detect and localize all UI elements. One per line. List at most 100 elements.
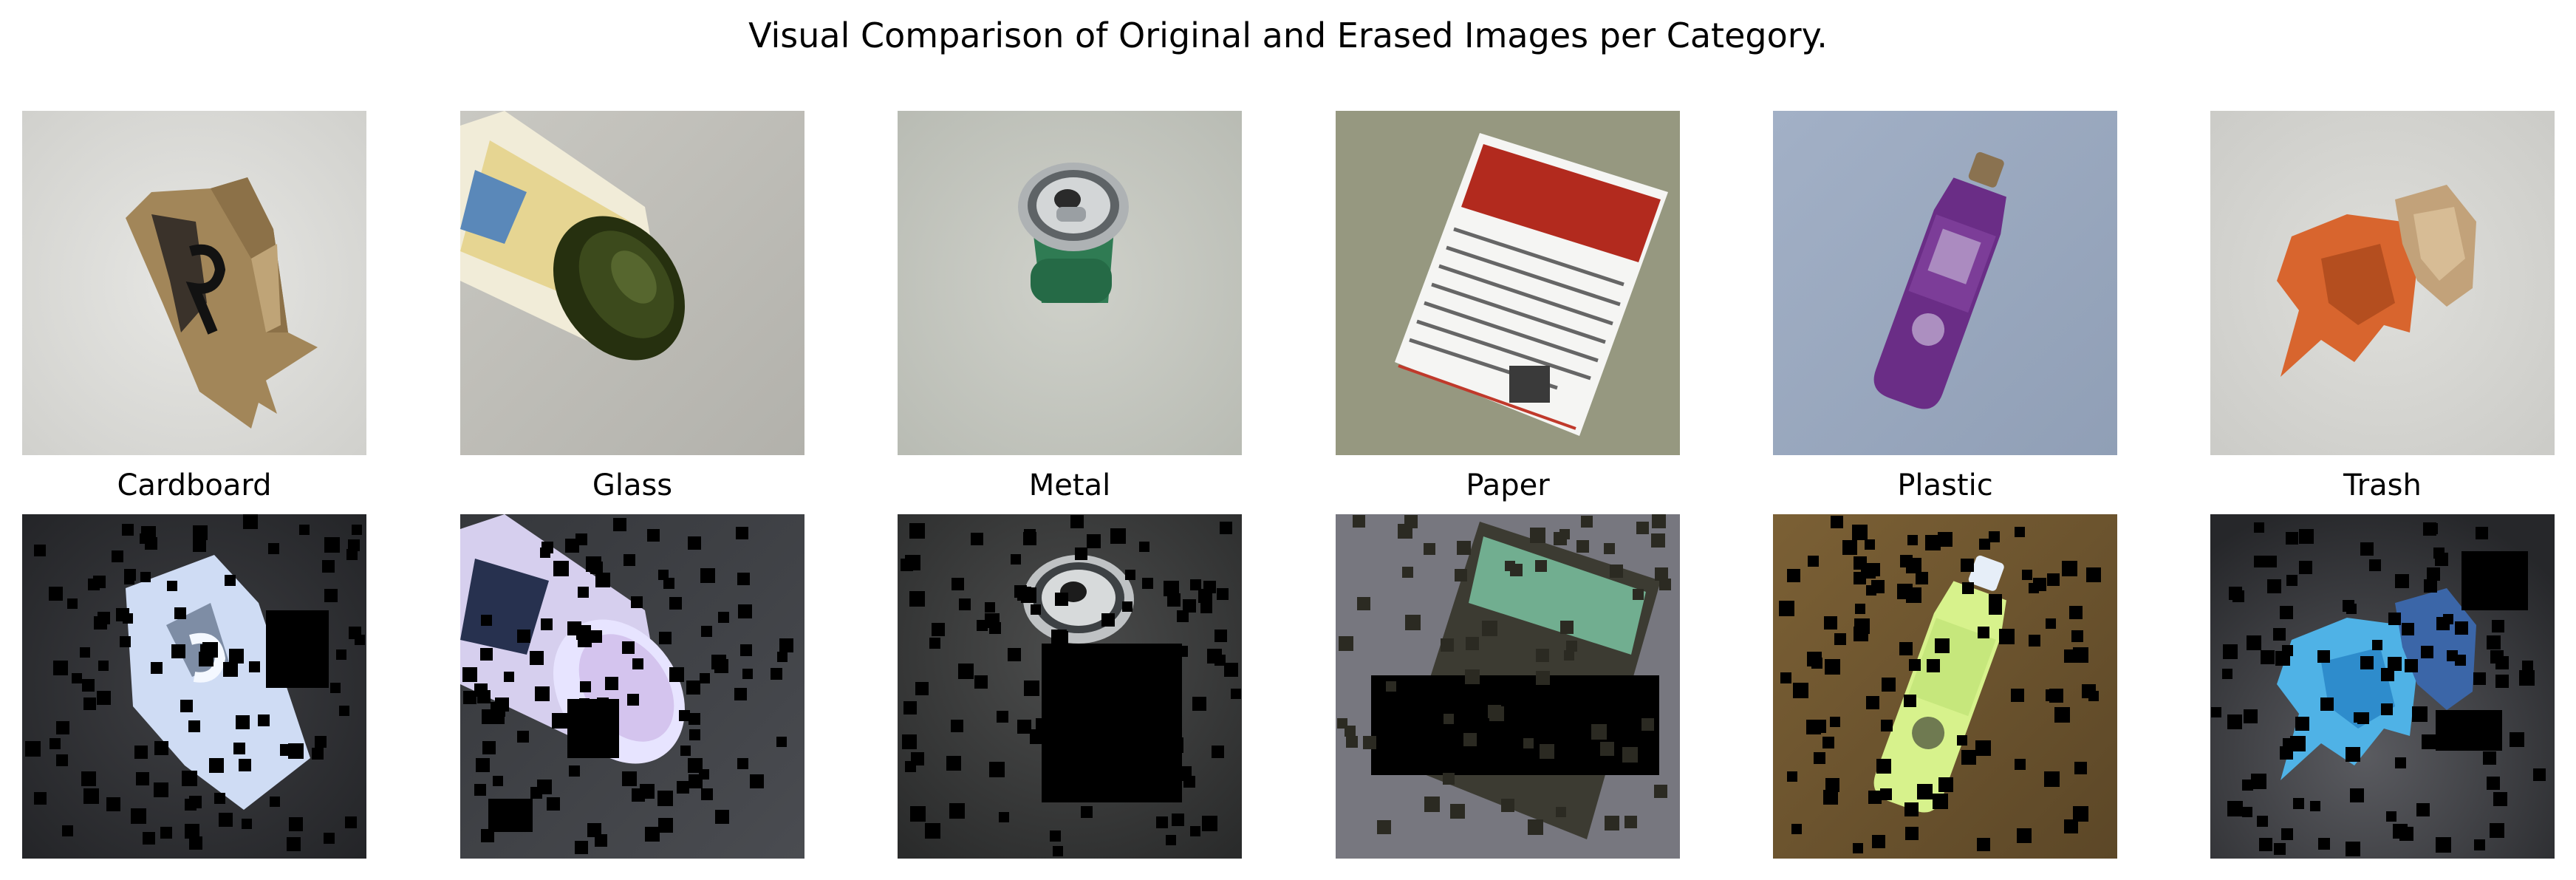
erased-patch (669, 667, 684, 682)
erased-patch (1989, 531, 2000, 542)
erased-patch (578, 587, 589, 598)
erased-patch (1053, 846, 1063, 856)
erased-patch (1651, 533, 1665, 548)
erased-patch (2490, 650, 2504, 664)
erased-patch (627, 694, 639, 706)
erased-patch (1075, 548, 1087, 560)
erased-patch (2033, 578, 2046, 591)
erased-patch (622, 641, 635, 654)
erased-patch (160, 827, 172, 839)
erased-patch (1962, 582, 1974, 594)
erased-patch (151, 662, 163, 674)
erased-patch (1214, 630, 1227, 642)
erased-patch (1017, 720, 1031, 734)
erased-patch (1424, 543, 1435, 555)
erased-patch (586, 556, 601, 572)
erased-patch (2086, 567, 2101, 582)
erased-patch (1871, 580, 1885, 593)
original-image-trash (2210, 111, 2555, 455)
erased-patch (1917, 784, 1933, 799)
erased-patch (1556, 807, 1566, 817)
erased-patch (1510, 564, 1523, 576)
erased-patch (547, 797, 560, 811)
erased-patch (1808, 556, 1819, 567)
erased-patch (1424, 797, 1440, 812)
erased-patch (2073, 806, 2088, 822)
erased-patch (2317, 650, 2330, 663)
erased-patch (1455, 569, 1467, 581)
erased-patch (2507, 590, 2521, 604)
erased-patch (688, 536, 701, 550)
erased-patch (2393, 824, 2408, 839)
erased-patch (352, 525, 362, 535)
erased-patch (136, 772, 149, 785)
erased-patch (34, 545, 46, 556)
erased-patch (1386, 681, 1396, 692)
erased-patch (1087, 534, 1101, 548)
erased-patch (1050, 830, 1061, 842)
erased-patch (658, 818, 673, 833)
erased-patch (622, 771, 637, 786)
erased-patch (2386, 811, 2396, 822)
erased-patch (1466, 637, 1479, 650)
erased-image-plastic (1773, 514, 2117, 859)
erased-patch (2350, 788, 2364, 802)
erased-patch (1925, 535, 1941, 550)
erased-patch (2474, 839, 2485, 850)
erased-patch (2395, 757, 2406, 768)
erased-patch (1791, 824, 1802, 834)
erased-patch (1904, 802, 1919, 816)
erased-patch (1576, 540, 1589, 553)
erased-patch (1938, 777, 1953, 792)
erased-patch (1031, 604, 1041, 615)
erased-patch (1363, 736, 1376, 749)
erased-patch (1865, 539, 1875, 550)
erased-patch (1153, 655, 1164, 666)
erased-patch (1443, 773, 1455, 785)
erased-patch (2435, 553, 2448, 566)
erased-patch (1830, 717, 1840, 727)
erased-patch (312, 748, 324, 760)
erased-patch (1907, 535, 1918, 545)
erased-image-metal (898, 514, 1242, 859)
erased-patch (1536, 649, 1549, 662)
erased-patch (1872, 835, 1885, 848)
erased-patch (122, 524, 134, 536)
erased-patch (1581, 516, 1593, 528)
erased-patch (2519, 670, 2535, 686)
erased-patch (1624, 816, 1637, 828)
erased-patch (2318, 838, 2330, 850)
category-label-paper: Paper (1336, 467, 1680, 504)
erased-patch (632, 658, 643, 669)
erased-patch (296, 634, 312, 649)
original-image-metal (898, 111, 1242, 455)
erased-patch (679, 710, 690, 721)
erased-patch (53, 661, 68, 675)
erased-patch (1463, 733, 1477, 746)
erased-patch (595, 573, 610, 587)
erased-patch (2487, 777, 2500, 790)
erased-patch (2443, 614, 2453, 624)
erased-patch (1172, 814, 1184, 826)
erased-patch (1501, 799, 1514, 812)
erased-patch (1055, 593, 1068, 606)
erased-patch (2281, 828, 2293, 840)
erased-patch (647, 529, 660, 542)
erased-patch (2259, 838, 2272, 851)
erased-patch (915, 682, 929, 695)
erased-patch (1814, 752, 1825, 764)
erased-patch (2251, 774, 2266, 789)
erased-patch (689, 713, 700, 725)
erased-patch (2247, 635, 2261, 650)
erased-patch (669, 597, 682, 610)
erased-patch (677, 781, 689, 794)
erased-patch (330, 683, 341, 693)
erased-patch (289, 817, 303, 831)
erased-patch (1123, 781, 1138, 797)
erased-patch (1652, 514, 1666, 528)
erased-patch (2232, 590, 2244, 602)
erased-patch (82, 679, 95, 692)
erased-patch (120, 636, 131, 647)
erased-patch (280, 744, 292, 756)
erased-patch (902, 734, 917, 749)
